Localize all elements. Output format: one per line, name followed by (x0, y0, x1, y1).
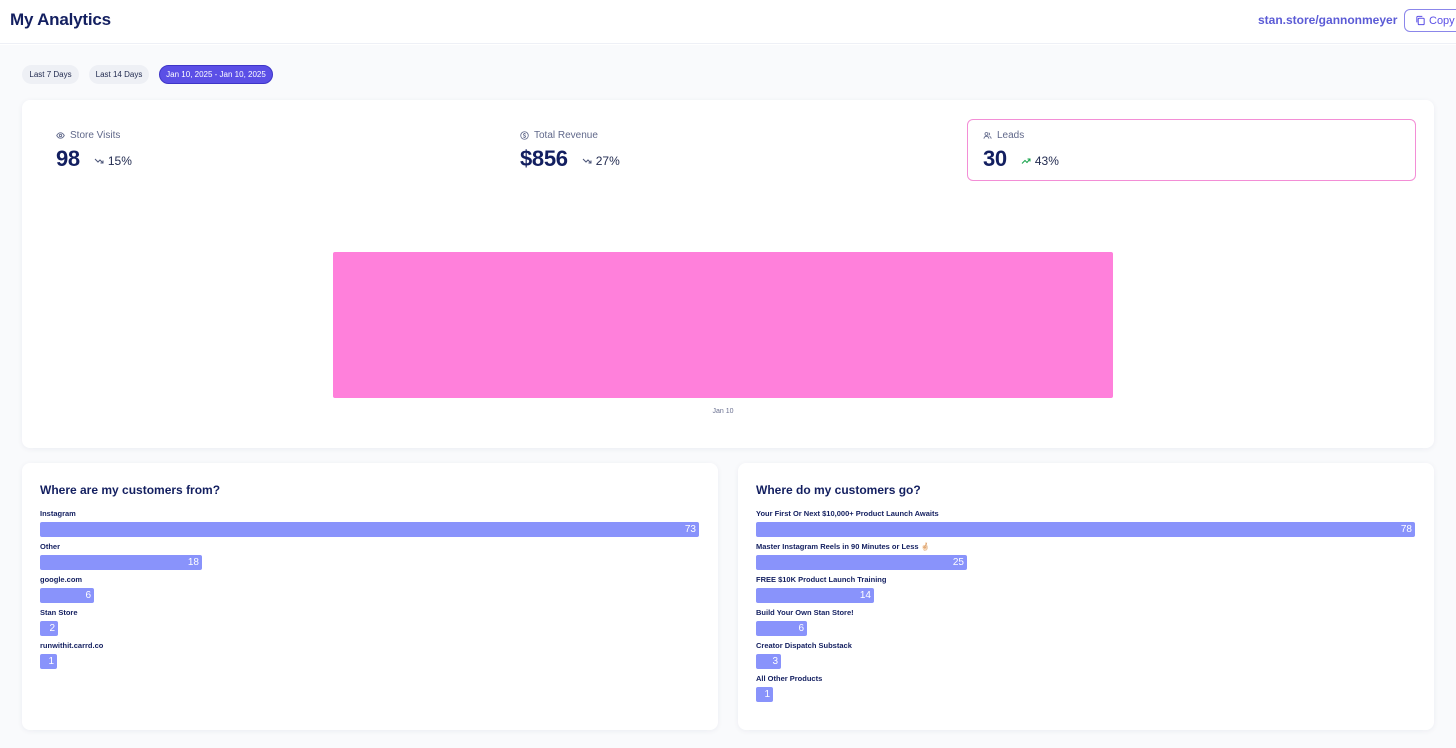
stat-store-visits-value: 98 (56, 146, 80, 171)
stat-total-revenue-change: 27% (595, 154, 620, 168)
copy-button[interactable]: Copy (1404, 9, 1456, 32)
stat-leads-change: 43% (1034, 154, 1059, 168)
destination-label: FREE $10K Product Launch Training (756, 575, 887, 584)
source-bar: 1 (40, 654, 57, 669)
copy-icon (1416, 15, 1425, 26)
source-label: Other (40, 542, 61, 551)
range-last-7-days-label: Last 7 Days (29, 70, 72, 79)
source-label: runwithit.carrd.co (40, 641, 104, 650)
destination-bar: 78 (756, 522, 1415, 537)
destination-value: 1 (764, 689, 770, 700)
destination-label: Build Your Own Stan Store! (756, 608, 854, 617)
trend-down-icon (582, 158, 592, 164)
destination-bar: 25 (756, 555, 967, 570)
chart-bar[interactable] (333, 252, 1113, 398)
source-bar: 18 (40, 555, 202, 570)
eye-icon (56, 132, 65, 139)
source-value: 2 (49, 623, 55, 634)
destination-row: All Other Products 1 (756, 674, 822, 702)
destination-value: 6 (798, 623, 804, 634)
source-label: google.com (40, 575, 83, 584)
source-value: 18 (187, 557, 199, 568)
destination-label: All Other Products (756, 674, 823, 683)
trend-up-icon (1021, 158, 1031, 164)
destination-value: 3 (772, 656, 778, 667)
source-value: 6 (85, 590, 91, 601)
range-last-14-days[interactable]: Last 14 Days (89, 65, 149, 84)
customers-go-title: Where do my customers go? (756, 483, 921, 497)
destination-value: 78 (1400, 524, 1412, 535)
stat-store-visits[interactable]: Store Visits 98 15% (56, 130, 132, 172)
copy-button-label: Copy (1429, 14, 1455, 27)
source-row: google.com 6 (40, 575, 94, 603)
range-last-7-days[interactable]: Last 7 Days (22, 65, 79, 84)
source-label: Stan Store (40, 608, 78, 617)
source-bar: 73 (40, 522, 699, 537)
range-last-14-days-label: Last 14 Days (95, 70, 143, 79)
source-bar: 2 (40, 621, 58, 636)
customers-from-title: Where are my customers from? (40, 483, 221, 497)
leads-bar-chart: Jan 10 (333, 252, 1113, 415)
customers-go-card: Where do my customers go? Your First Or … (738, 463, 1434, 730)
range-custom-date-label: Jan 10, 2025 - Jan 10, 2025 (166, 70, 266, 79)
trend-down-icon (94, 158, 104, 164)
stat-leads-label: Leads (997, 130, 1025, 141)
main-content: Last 7 Days Last 14 Days Jan 10, 2025 - … (0, 45, 1456, 748)
range-custom-date[interactable]: Jan 10, 2025 - Jan 10, 2025 (159, 65, 273, 84)
destination-bar: 6 (756, 621, 807, 636)
source-row: Stan Store 2 (40, 608, 78, 636)
source-row: runwithit.carrd.co 1 (40, 641, 103, 669)
destination-row: Your First Or Next $10,000+ Product Laun… (756, 509, 1415, 537)
source-value: 1 (48, 656, 54, 667)
stat-total-revenue-value: $856 (520, 146, 568, 171)
users-icon (983, 132, 992, 139)
stat-store-visits-label: Store Visits (70, 130, 121, 141)
stat-leads[interactable]: Leads 30 43% (983, 130, 1059, 172)
destination-row: Build Your Own Stan Store! 6 (756, 608, 854, 636)
store-link[interactable]: stan.store/gannonmeyer (1258, 13, 1398, 27)
chart-x-tick-label: Jan 10 (712, 408, 733, 415)
dollar-circle-icon (520, 131, 529, 140)
destination-bar: 3 (756, 654, 781, 669)
destination-bar: 1 (756, 687, 773, 702)
source-value: 73 (684, 524, 696, 535)
destination-row: Creator Dispatch Substack 3 (756, 641, 852, 669)
destination-label: Master Instagram Reels in 90 Minutes or … (756, 542, 930, 551)
source-label: Instagram (40, 509, 76, 518)
stat-leads-selected-frame[interactable] (967, 119, 1416, 181)
stat-leads-value: 30 (983, 146, 1007, 171)
stat-store-visits-change: 15% (107, 154, 132, 168)
page-title: My Analytics (10, 10, 111, 29)
destination-value: 25 (952, 557, 964, 568)
source-row: Other 18 (40, 542, 202, 570)
top-bar: My Analytics stan.store/gannonmeyer Copy (0, 0, 1456, 44)
source-bar: 6 (40, 588, 94, 603)
overview-card: Store Visits 98 15% Total Revenue $856 2… (22, 100, 1434, 448)
stat-total-revenue[interactable]: Total Revenue $856 27% (520, 130, 620, 172)
source-row: Instagram 73 (40, 509, 699, 537)
destination-label: Your First Or Next $10,000+ Product Laun… (756, 509, 939, 518)
stat-total-revenue-label: Total Revenue (534, 130, 598, 141)
destination-bar: 14 (756, 588, 874, 603)
destination-label: Creator Dispatch Substack (756, 641, 852, 650)
customers-from-card: Where are my customers from? Instagram 73… (22, 463, 718, 730)
destination-value: 14 (859, 590, 871, 601)
destination-row: Master Instagram Reels in 90 Minutes or … (756, 542, 967, 570)
destination-row: FREE $10K Product Launch Training 14 (756, 575, 886, 603)
